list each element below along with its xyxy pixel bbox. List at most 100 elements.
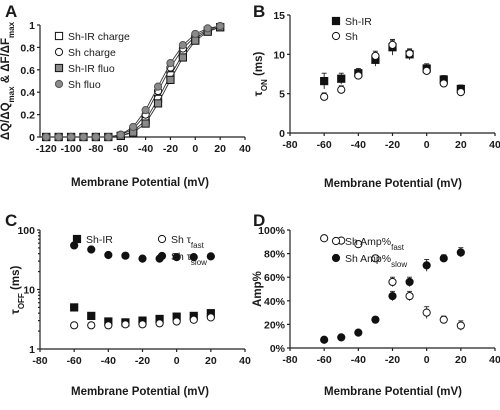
x-tick-label: -80 — [32, 355, 47, 367]
data-point — [320, 92, 329, 101]
data-point — [405, 49, 414, 58]
x-tick-label: -20 — [385, 139, 400, 151]
data-point — [388, 40, 397, 49]
data-point — [141, 106, 150, 115]
data-point — [172, 253, 181, 262]
series-4 — [42, 22, 225, 142]
legend: Sh-IR charge Sh charge Sh-IR fluo Sh fluo — [54, 31, 130, 91]
y-tick-label: 10 — [23, 285, 35, 297]
data-point — [456, 87, 465, 97]
y-tick-label: 40% — [264, 296, 286, 308]
data-point — [388, 277, 397, 287]
data-point — [320, 335, 329, 344]
legend: Sh-IR Sh — [331, 16, 372, 43]
x-tick-label: -60 — [113, 143, 128, 155]
data-point — [371, 51, 380, 61]
data-point — [216, 22, 225, 31]
data-point — [42, 132, 51, 142]
data-point — [54, 132, 63, 142]
legend-label: Sh τslow — [171, 251, 207, 267]
legend-marker — [157, 251, 167, 261]
data-point — [104, 132, 113, 142]
data-point — [189, 315, 198, 324]
data-point — [87, 311, 96, 320]
x-tick-label: -40 — [101, 355, 116, 367]
x-tick-label: -40 — [138, 143, 153, 155]
legend-marker — [54, 47, 64, 57]
x-tick-label: -20 — [385, 354, 400, 366]
data-point — [337, 74, 346, 83]
data-point — [79, 132, 88, 142]
legend-label: Sh Amp%slow — [345, 253, 407, 269]
legend-label: Sh-IR — [345, 16, 372, 28]
legend-label: Sh-IR charge — [68, 31, 130, 43]
data-point — [104, 250, 113, 260]
y-tick-label: 60% — [264, 272, 286, 284]
legend-label: Sh charge — [68, 47, 116, 59]
data-point — [439, 315, 448, 324]
data-point — [138, 320, 147, 329]
legend-label: Sh τfast — [171, 234, 205, 250]
data-point — [70, 321, 79, 330]
data-point — [191, 29, 200, 39]
data-point — [87, 321, 96, 330]
data-point — [371, 315, 380, 324]
data-point — [388, 291, 397, 301]
legend-label: Sh Amp%fast — [345, 236, 405, 252]
data-point — [189, 253, 198, 262]
data-point — [138, 254, 147, 263]
y-tick-label: 0.2 — [20, 110, 35, 122]
x-tick-label: 0 — [424, 139, 430, 151]
panel-a: A -120 -100 -80 -60 -40 -20 0 20 40 0 0.2 0.4 0.6 0.8 1… — [0, 2, 251, 189]
x-tick-label: 20 — [214, 143, 226, 155]
data-point — [153, 82, 163, 91]
data-point — [91, 132, 101, 142]
data-point — [153, 99, 163, 108]
data-point — [191, 36, 200, 45]
x-tick-label: -40 — [351, 139, 366, 151]
legend-label: Sh-IR fluo — [68, 63, 115, 75]
data-point — [121, 251, 130, 260]
series-3 — [70, 241, 215, 263]
x-axis-title: Membrane Potential (mV) — [324, 178, 462, 190]
y-tick-label: 0.4 — [20, 87, 35, 99]
x-tick-label: -20 — [135, 355, 150, 367]
series-2 — [320, 247, 465, 344]
legend-label: Sh — [345, 31, 358, 43]
x-tick-label: 20 — [205, 355, 217, 367]
data-point — [439, 254, 448, 263]
x-tick-label: 40 — [489, 139, 500, 151]
y-tick-label: 1 — [29, 344, 35, 356]
y-tick-label: 10 — [273, 49, 285, 61]
x-tick-label: -120 — [36, 143, 57, 155]
data-point — [439, 79, 448, 88]
data-point — [178, 53, 187, 62]
series-2 — [320, 39, 465, 101]
data-point — [354, 71, 363, 80]
legend-marker — [54, 63, 64, 73]
data-point — [166, 75, 175, 84]
x-tick-label: -80 — [88, 143, 103, 155]
data-point — [166, 58, 175, 68]
panel-letter: D — [253, 211, 265, 230]
data-point — [354, 328, 363, 337]
x-tick-label: 40 — [239, 143, 251, 155]
x-tick-label: -60 — [317, 354, 332, 366]
data-point — [104, 321, 113, 330]
y-axis-title: τON (ms) — [253, 52, 269, 97]
data-point — [141, 119, 150, 128]
data-point — [129, 122, 138, 132]
data-point — [320, 234, 329, 243]
series-1 — [320, 234, 465, 331]
data-point — [371, 254, 380, 263]
legend-marker — [331, 236, 341, 246]
legend-marker — [157, 234, 167, 244]
x-tick-label: -100 — [61, 143, 82, 155]
data-point — [354, 240, 363, 249]
y-tick-label: 20% — [264, 319, 286, 331]
legend-marker — [54, 31, 64, 41]
x-tick-label: 20 — [455, 139, 467, 151]
legend-marker — [331, 16, 341, 26]
